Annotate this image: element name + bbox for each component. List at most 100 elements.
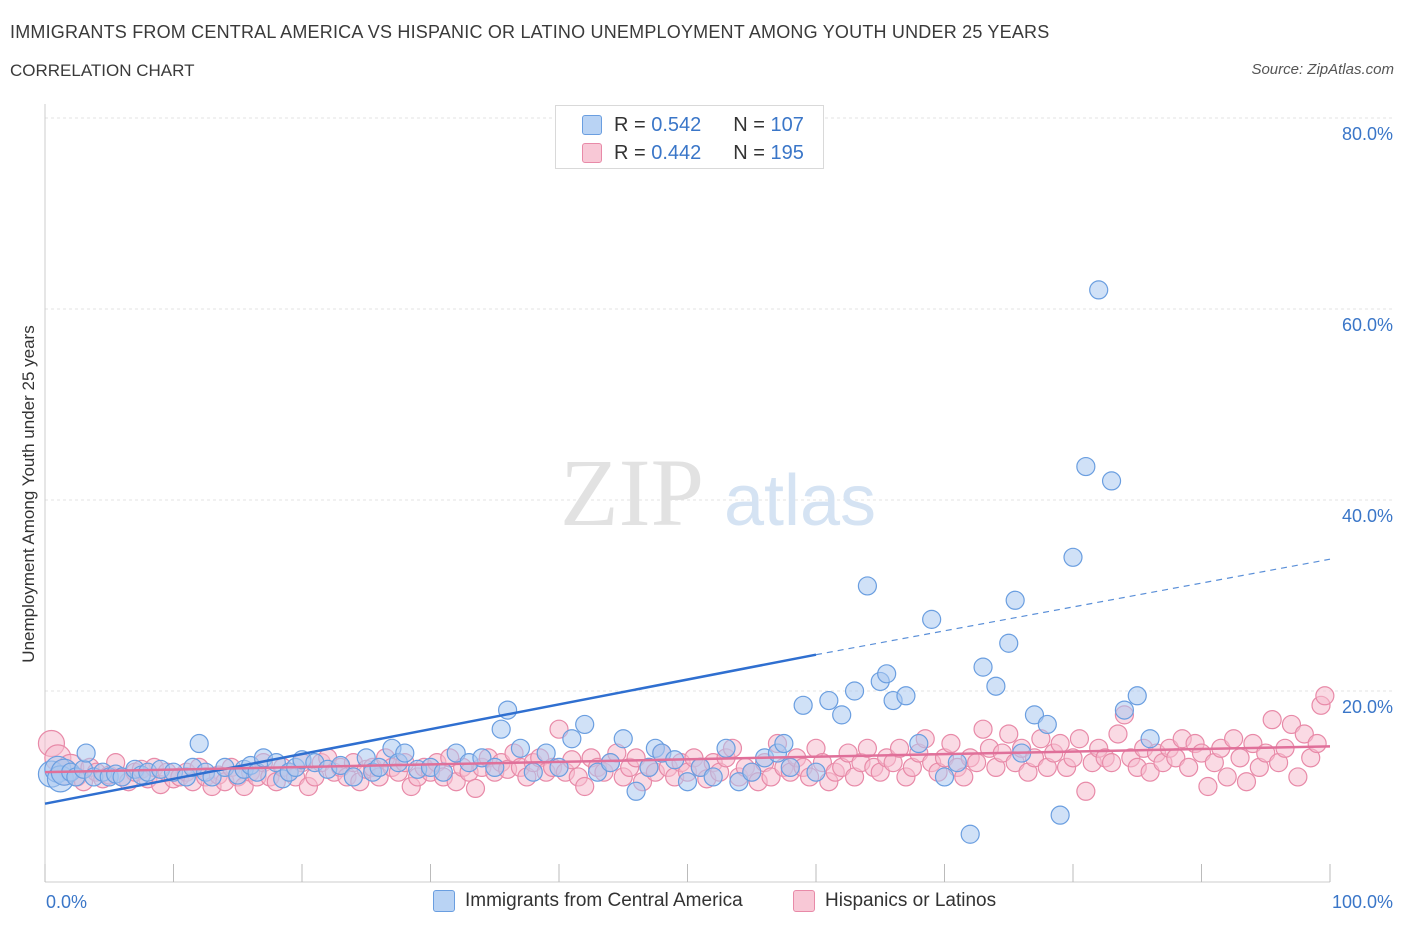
data-point: [613, 729, 633, 749]
data-point: [909, 733, 929, 754]
data-point: [575, 714, 595, 735]
data-point: [189, 733, 209, 754]
data-point: [1063, 547, 1083, 567]
source-label: Source: ZipAtlas.com: [1251, 61, 1394, 78]
data-point: [626, 781, 646, 801]
data-point: [973, 657, 993, 677]
data-point: [395, 743, 415, 763]
data-point: [922, 609, 942, 629]
y-tick-label: 20.0%: [1342, 697, 1393, 717]
data-point: [1069, 729, 1090, 749]
data-point: [575, 776, 595, 797]
data-point: [549, 719, 569, 739]
chart-subtitle: CORRELATION CHART: [10, 61, 195, 80]
data-point: [536, 743, 556, 763]
legend-row-hispanics: R = 0.442 N = 195: [582, 141, 804, 165]
data-point: [465, 778, 486, 799]
trend-line-immigrants-extrapolated: [815, 558, 1331, 656]
legend-r-value: 0.542: [651, 113, 702, 136]
data-point: [780, 757, 800, 778]
data-point: [1281, 714, 1302, 735]
data-point: [844, 681, 865, 701]
data-point: [742, 762, 762, 782]
data-point: [1108, 724, 1128, 744]
data-point: [639, 757, 659, 778]
data-point: [510, 738, 531, 758]
data-point: [562, 729, 582, 749]
data-point: [1179, 757, 1199, 778]
data-point: [1294, 724, 1314, 744]
data-point: [947, 753, 967, 773]
legend-n-value: 107: [770, 113, 804, 136]
x-tick-label: 100.0%: [1332, 892, 1393, 912]
data-point: [1230, 748, 1250, 768]
y-tick-labels: 20.0% 40.0% 60.0% 80.0%: [1342, 124, 1393, 717]
data-point: [1140, 762, 1160, 782]
data-point: [1050, 805, 1070, 825]
data-point: [485, 757, 505, 778]
legend-swatch-pink: [582, 143, 602, 163]
data-point: [1024, 705, 1045, 725]
data-point: [677, 772, 698, 792]
grid-lines: [45, 117, 1392, 692]
data-point: [999, 724, 1019, 744]
data-point: [960, 824, 980, 844]
data-point: [1101, 471, 1122, 491]
data-point: [774, 733, 794, 754]
data-point: [896, 686, 916, 706]
x-tick-label: 0.0%: [46, 892, 87, 912]
watermark: ZIP atlas: [560, 439, 876, 546]
data-point: [369, 757, 389, 778]
data-point: [1236, 772, 1257, 792]
data-point: [857, 576, 878, 596]
data-point: [819, 690, 839, 711]
data-point: [934, 767, 955, 787]
data-point: [343, 767, 363, 787]
x-tick-labels: 0.0% 100.0%: [46, 892, 1393, 912]
y-tick-label: 60.0%: [1342, 315, 1393, 335]
data-point: [973, 719, 993, 739]
legend-item-hispanics[interactable]: Hispanics or Latinos: [793, 890, 996, 912]
data-point: [832, 705, 852, 725]
legend-swatch-blue: [582, 115, 602, 135]
data-point: [1288, 767, 1308, 787]
legend-item-immigrants[interactable]: Immigrants from Central America: [433, 890, 743, 912]
y-axis-label: Unemployment Among Youth under 25 years: [19, 325, 38, 662]
data-point: [806, 762, 826, 782]
data-point: [1114, 700, 1135, 720]
data-point: [1217, 767, 1237, 787]
legend-row-immigrants: R = 0.542 N = 107: [582, 113, 804, 137]
data-point: [877, 664, 897, 684]
data-point: [967, 753, 987, 773]
data-point: [729, 772, 749, 792]
legend-r-value: 0.442: [651, 141, 702, 164]
data-point: [433, 762, 453, 782]
data-point: [1127, 686, 1147, 706]
data-point: [857, 738, 878, 758]
data-point: [703, 767, 723, 787]
data-point: [587, 762, 608, 782]
data-point: [626, 748, 646, 768]
data-point: [889, 738, 910, 758]
trend-line-hispanics: [44, 745, 1331, 774]
data-point: [1076, 781, 1096, 801]
data-point: [1101, 753, 1122, 773]
correlation-legend: R = 0.542 N = 107 R = 0.442 N = 195: [555, 105, 824, 169]
data-point: [1198, 776, 1218, 797]
legend-r-label: R =: [614, 141, 646, 164]
legend-label-immigrants: Immigrants from Central America: [465, 890, 743, 911]
legend-swatch-blue: [433, 890, 455, 912]
watermark-atlas: atlas: [724, 461, 876, 541]
legend-n-label: N =: [733, 113, 765, 136]
data-point: [523, 762, 543, 782]
data-point: [600, 753, 621, 773]
data-point: [1063, 748, 1083, 768]
data-point: [761, 767, 781, 787]
data-point: [941, 733, 961, 754]
legend-n-value: 195: [770, 141, 804, 164]
data-point: [838, 743, 858, 763]
data-point: [1224, 729, 1244, 749]
data-point: [1089, 280, 1109, 300]
data-point: [716, 738, 736, 758]
